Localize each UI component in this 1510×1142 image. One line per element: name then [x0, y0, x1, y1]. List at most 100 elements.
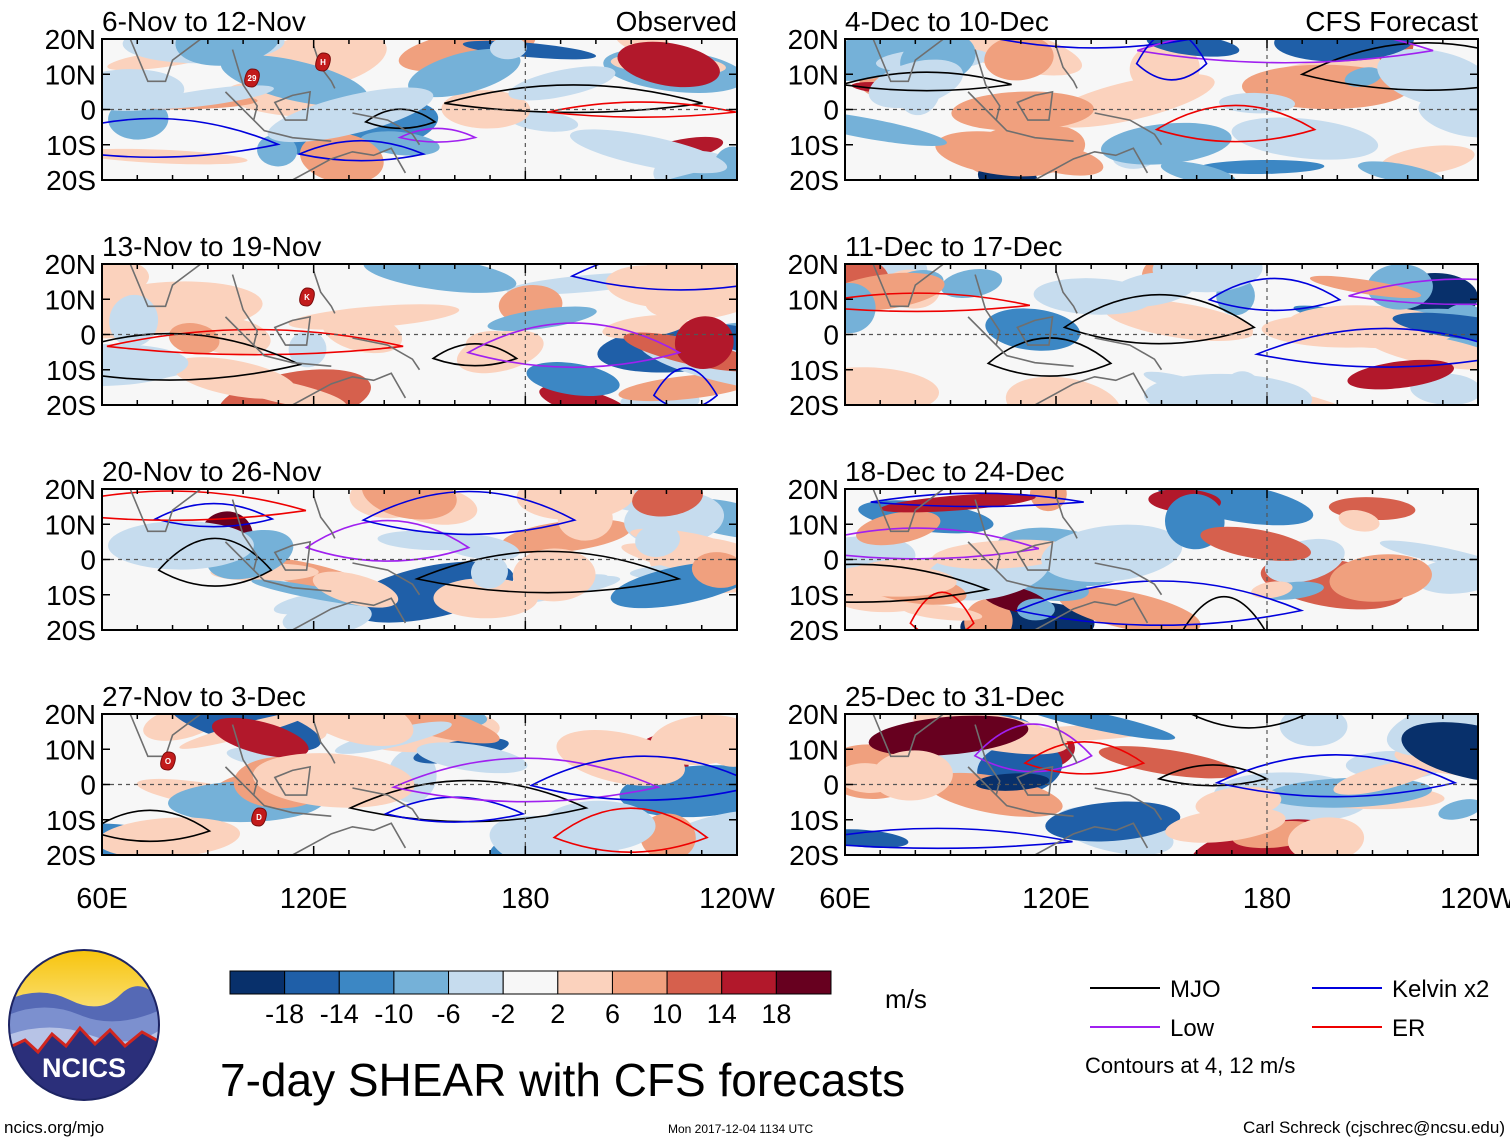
shear-anomaly-blob	[1041, 524, 1183, 583]
ncics-logo: NCICS	[8, 949, 160, 1101]
colorbar-swatch	[393, 970, 450, 995]
borneo-coast	[1016, 90, 1054, 121]
sumatra-java-coast	[224, 766, 332, 818]
sumatra-java-coast	[967, 541, 1074, 593]
colorbar-tick-label: 18	[761, 999, 791, 1029]
storm-marker-icon	[244, 68, 260, 88]
shear-anomaly-blob	[964, 598, 1013, 630]
contour-kelvin-x2	[296, 139, 427, 162]
y-tick-label: 0	[80, 770, 96, 801]
new-guinea-coast	[1094, 562, 1163, 596]
y-tick-label: 20S	[789, 840, 839, 871]
y-tick-label: 10N	[45, 509, 96, 540]
shear-anomaly-blob	[143, 714, 221, 741]
new-guinea-coast	[1094, 787, 1163, 821]
shear-anomaly-blob	[569, 129, 728, 174]
footer-site-link[interactable]: ncics.org/mjo	[4, 1118, 104, 1137]
shear-anomaly-blob	[1401, 722, 1478, 783]
y-tick-label: 20S	[46, 615, 96, 646]
shear-anomaly-blob	[335, 714, 500, 744]
y-tick-label: 0	[823, 95, 839, 126]
shear-anomaly-blob	[143, 85, 274, 109]
y-tick-label: 10S	[46, 130, 96, 161]
philippines-coast	[312, 720, 336, 764]
contour-er	[845, 292, 1031, 313]
colorbar-swatch	[448, 970, 504, 995]
shear-anomaly-blob	[845, 110, 947, 147]
contour-kelvin-x2	[383, 796, 526, 823]
x-tick-label: 180	[501, 883, 549, 915]
panel-period-title: 4-Dec to 10-Dec	[845, 6, 1049, 37]
shear-anomaly-blob	[845, 829, 909, 849]
contour-kelvin-x2	[1207, 277, 1342, 312]
legend-label: Kelvin x2	[1392, 976, 1489, 1003]
colorbar-swatch	[502, 970, 559, 995]
colorbar-swatch	[666, 970, 723, 995]
shear-anomaly-blob	[1279, 714, 1348, 747]
footer-timestamp: Mon 2017-12-04 1134 UTC	[668, 1122, 814, 1136]
shear-anomaly-blob	[1392, 312, 1478, 343]
x-tick-label: 120W	[1440, 883, 1510, 915]
contour-kelvin-x2	[102, 117, 281, 159]
shear-anomaly-blob	[526, 362, 620, 397]
panel-5: 20N 10N 0 10S 20S 11-Dec to 17-Dec	[788, 231, 1479, 421]
shear-anomaly-blob	[1224, 371, 1261, 405]
shear-anomaly-blob	[1438, 799, 1478, 820]
shear-anomaly-blob	[102, 344, 189, 387]
shear-anomaly-blob	[1414, 557, 1478, 594]
x-tick-label: 120W	[699, 883, 775, 915]
contour-kelvin-x2	[845, 827, 1073, 850]
shear-anomaly-blob	[211, 717, 309, 758]
shear-anomaly-blob	[456, 330, 544, 374]
shear-anomaly-blob	[299, 132, 384, 180]
shear-anomaly-blob	[416, 742, 528, 774]
shear-anomaly-blob	[109, 294, 159, 347]
storm-marker: D	[251, 807, 267, 827]
new-guinea-coast	[352, 562, 421, 596]
borneo-coast	[273, 90, 312, 121]
shear-field	[102, 714, 737, 855]
y-tick-label: 10N	[788, 734, 839, 765]
colorbar-swatch	[721, 970, 777, 995]
contour-mjo	[102, 332, 303, 381]
india-coast	[872, 264, 944, 308]
y-tick-label: 0	[823, 320, 839, 351]
contour-mjo	[102, 809, 212, 843]
shear-anomaly-blob	[901, 604, 983, 621]
y-tick-label: 10N	[45, 59, 96, 90]
new-guinea-coast	[1094, 112, 1163, 146]
y-tick-label: 20N	[45, 474, 96, 505]
storm-marker: K	[299, 287, 315, 307]
shear-anomaly-blob	[223, 375, 347, 405]
panel-3: 20N 10N 0 10S 20S 27-Nov to 3-Dec	[45, 681, 738, 871]
coastlines	[872, 39, 1163, 180]
contour-er	[102, 490, 307, 522]
legend: MJO Kelvin x2 Low ER	[1090, 976, 1489, 1042]
philippines-coast	[312, 495, 336, 539]
storm-marker-label: H	[320, 58, 326, 67]
coastlines	[129, 39, 421, 180]
malay-coast	[231, 499, 259, 571]
contour-mjo	[363, 108, 437, 130]
contour-mjo	[845, 563, 991, 603]
shear-anomaly-blob	[845, 367, 940, 405]
legend-item-low: Low	[1090, 1015, 1215, 1042]
sumatra-java-coast	[224, 541, 332, 593]
coastlines	[872, 714, 1163, 855]
borneo-coast	[1016, 765, 1054, 796]
x-tick-label: 120E	[280, 883, 348, 915]
y-tick-label: 20S	[789, 390, 839, 421]
y-tick-label: 20N	[788, 24, 839, 55]
y-tick-label: 20S	[789, 615, 839, 646]
contour-er	[552, 807, 709, 853]
shear-anomaly-blob	[108, 521, 254, 570]
colorbar-swatch	[284, 970, 340, 995]
colorbar-tick-label: 14	[707, 999, 737, 1029]
shear-anomaly-blob	[516, 489, 635, 521]
shear-anomaly-blob	[102, 264, 149, 299]
australia-coast	[1034, 822, 1149, 855]
contour-kelvin-x2	[529, 755, 737, 801]
panel-7: 20N 10N 0 10S 20S 25-Dec to 31-Dec	[788, 681, 1479, 871]
